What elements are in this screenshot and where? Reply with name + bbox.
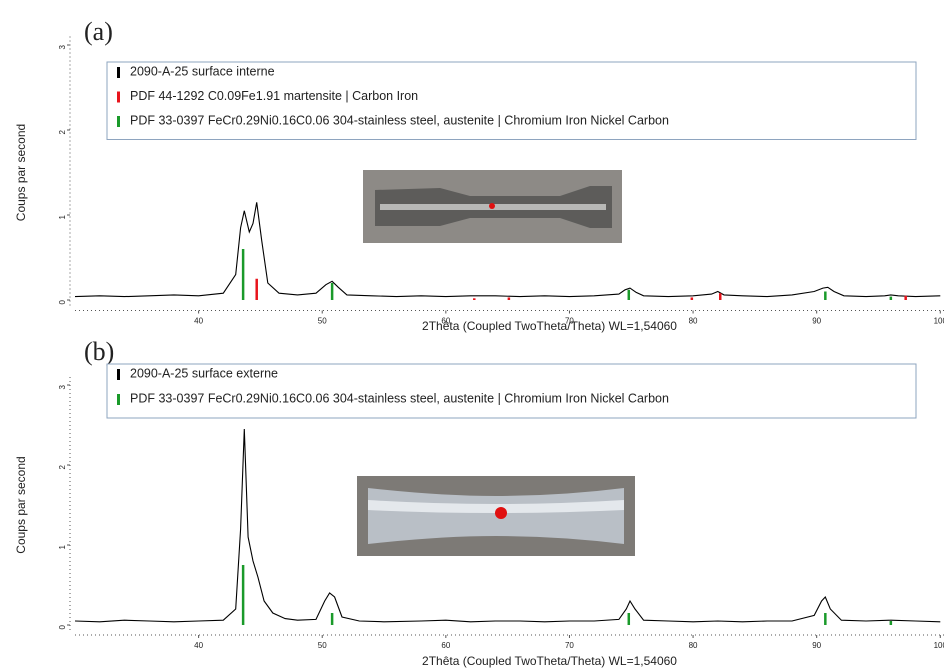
x-tick-label: 90 — [812, 317, 821, 326]
y-tick-label: 3 — [58, 44, 67, 49]
panel: 0 1 2 3 40 50 60 70 80 90 100 2Thêta (Coupled TwoTh… — [14, 337, 944, 668]
legend-swatch — [117, 67, 120, 78]
y-tick-label: 2 — [58, 464, 67, 469]
x-tick-label: 40 — [194, 317, 203, 326]
legend-swatch — [117, 116, 120, 127]
y-tick-label: 0 — [58, 624, 67, 629]
legend-label: 2090-A-25 surface interne — [130, 64, 275, 78]
x-tick-label: 70 — [565, 317, 574, 326]
legend-frame — [106, 363, 917, 419]
legend: 2090-A-25 surface externe PDF 33-0397 FeC… — [106, 363, 917, 419]
legend-frame — [106, 61, 917, 140]
x-tick-label: 50 — [318, 317, 327, 326]
x-tick-label: 100 — [934, 641, 944, 650]
x-tick-label: 50 — [318, 641, 327, 650]
panel-label: (b) — [84, 337, 114, 366]
panel-label: (a) — [84, 17, 113, 46]
diffraction-pattern — [74, 428, 941, 623]
diffraction-pattern — [74, 202, 941, 298]
photo-a — [363, 170, 622, 243]
y-axis-label: Coups par second — [14, 124, 28, 221]
y-tick-label: 1 — [58, 544, 67, 549]
legend-label: 2090-A-25 surface externe — [130, 366, 278, 380]
legend: 2090-A-25 surface interne PDF 44-1292 C0.… — [106, 61, 917, 140]
photo-b — [357, 476, 635, 556]
x-tick-label: 70 — [565, 641, 574, 650]
x-tick-label: 100 — [934, 317, 944, 326]
x-tick-label: 60 — [441, 317, 450, 326]
x-tick-label: 80 — [689, 641, 698, 650]
x-axis-label: 2Thêta (Coupled TwoTheta/Theta) WL=1,540… — [422, 654, 677, 668]
y-tick-label: 3 — [58, 384, 67, 389]
legend-swatch — [117, 369, 120, 380]
legend-label: PDF 33-0397 FeCr0.29Ni0.16C0.06 304-stai… — [130, 391, 669, 405]
legend-swatch — [117, 394, 120, 405]
y-tick-label: 1 — [58, 214, 67, 219]
x-tick-label: 80 — [689, 317, 698, 326]
legend-label: PDF 33-0397 FeCr0.29Ni0.16C0.06 304-stai… — [130, 113, 669, 127]
legend-swatch — [117, 91, 120, 103]
x-tick-label: 40 — [194, 641, 203, 650]
x-tick-label: 60 — [441, 641, 450, 650]
legend-label: PDF 44-1292 C0.09Fe1.91 martensite | Car… — [130, 89, 418, 103]
y-axis-label: Coups par second — [14, 456, 28, 553]
y-tick-label: 0 — [58, 299, 67, 304]
x-axis-label: 2Thêta (Coupled TwoTheta/Theta) WL=1,540… — [422, 319, 677, 333]
x-tick-label: 90 — [812, 641, 821, 650]
panel: 0 1 2 3 40 50 60 70 80 90 100 2Thêta (Coupled TwoTh… — [14, 17, 944, 333]
y-tick-label: 2 — [58, 129, 67, 134]
